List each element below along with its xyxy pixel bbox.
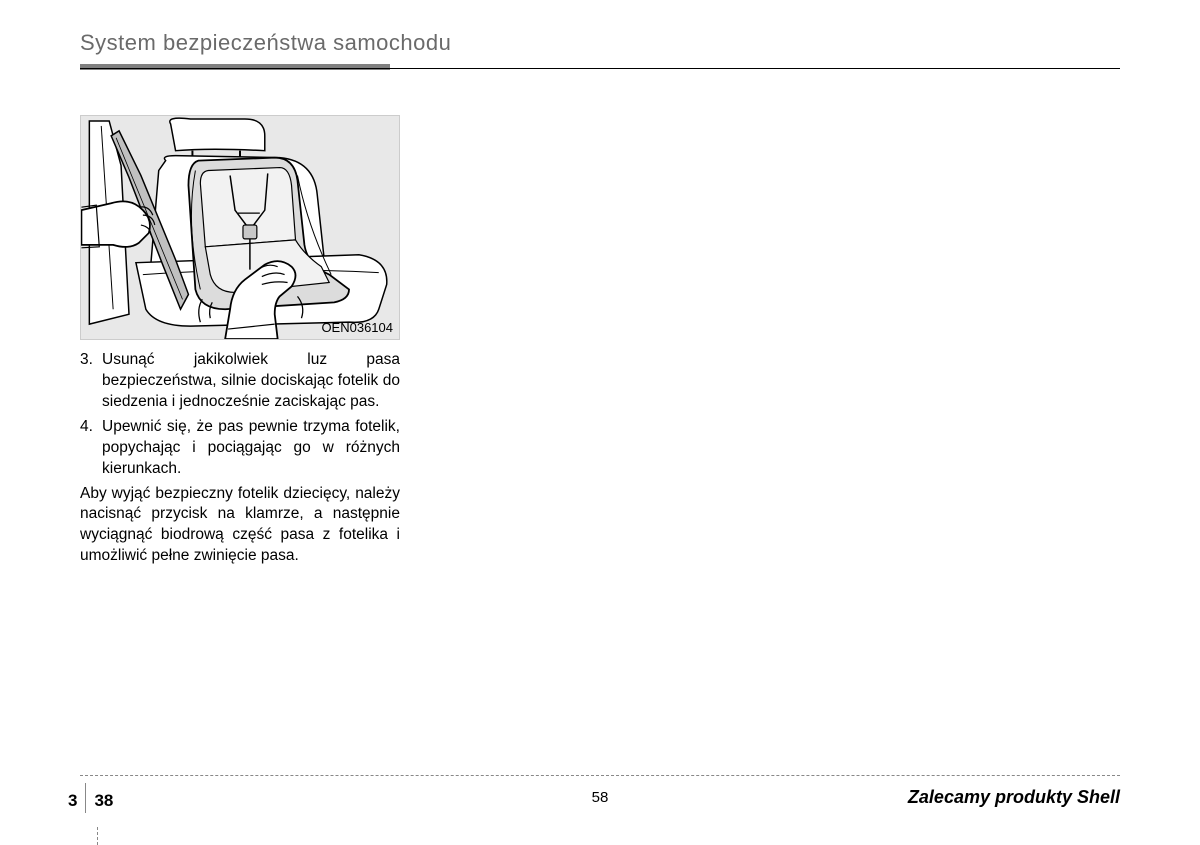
step-3: 3. Usunąć jakikolwiek luz pasa bezpiecze… <box>80 350 400 413</box>
footer-tagline: Zalecamy produkty Shell <box>908 787 1120 808</box>
body-text: 3. Usunąć jakikolwiek luz pasa bezpiecze… <box>80 350 400 567</box>
page-footer: 3 38 58 Zalecamy produkty Shell <box>0 775 1200 825</box>
header-rule <box>80 64 1120 70</box>
step-4: 4. Upewnić się, że pas pewnie trzyma fot… <box>80 417 400 480</box>
step-num: 3. <box>80 350 102 413</box>
header-rule-thick <box>80 64 390 70</box>
child-seat-illustration <box>81 116 399 339</box>
figure-code: OEN036104 <box>321 320 393 335</box>
footer-rule <box>80 775 1120 776</box>
footer-left: 3 38 <box>68 789 113 813</box>
step-num: 4. <box>80 417 102 480</box>
footer-page: 38 <box>86 791 113 811</box>
step-text: Upewnić się, że pas pewnie trzyma foteli… <box>102 417 400 480</box>
step-text: Usunąć jakikolwiek luz pasa bezpieczeńst… <box>102 350 400 413</box>
header-rule-thin <box>80 68 1120 69</box>
removal-paragraph: Aby wyjąć bezpieczny fotelik dziecięcy, … <box>80 484 400 568</box>
footer-chapter: 3 <box>68 791 85 811</box>
content-column: OEN036104 3. Usunąć jakikolwiek luz pasa… <box>80 115 400 567</box>
child-seat-figure: OEN036104 <box>80 115 400 340</box>
header-title: System bezpieczeństwa samochodu <box>80 30 1120 56</box>
footer-tick <box>97 827 98 845</box>
page-header: System bezpieczeństwa samochodu <box>80 30 1120 70</box>
footer-center-page: 58 <box>592 789 609 806</box>
